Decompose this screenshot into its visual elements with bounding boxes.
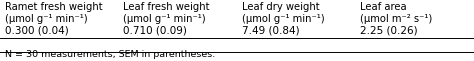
Text: 2.25 (0.26): 2.25 (0.26) bbox=[360, 25, 418, 36]
Text: Leaf dry weight
(μmol g⁻¹ min⁻¹): Leaf dry weight (μmol g⁻¹ min⁻¹) bbox=[242, 2, 324, 24]
Text: N = 30 measurements, SEM in parentheses.: N = 30 measurements, SEM in parentheses. bbox=[5, 50, 215, 59]
Text: 0.300 (0.04): 0.300 (0.04) bbox=[5, 25, 68, 36]
Text: Leaf area
(μmol m⁻² s⁻¹): Leaf area (μmol m⁻² s⁻¹) bbox=[360, 2, 432, 24]
Text: 0.710 (0.09): 0.710 (0.09) bbox=[123, 25, 187, 36]
Text: Ramet fresh weight
(μmol g⁻¹ min⁻¹): Ramet fresh weight (μmol g⁻¹ min⁻¹) bbox=[5, 2, 102, 24]
Text: Leaf fresh weight
(μmol g⁻¹ min⁻¹): Leaf fresh weight (μmol g⁻¹ min⁻¹) bbox=[123, 2, 210, 24]
Text: 7.49 (0.84): 7.49 (0.84) bbox=[242, 25, 300, 36]
